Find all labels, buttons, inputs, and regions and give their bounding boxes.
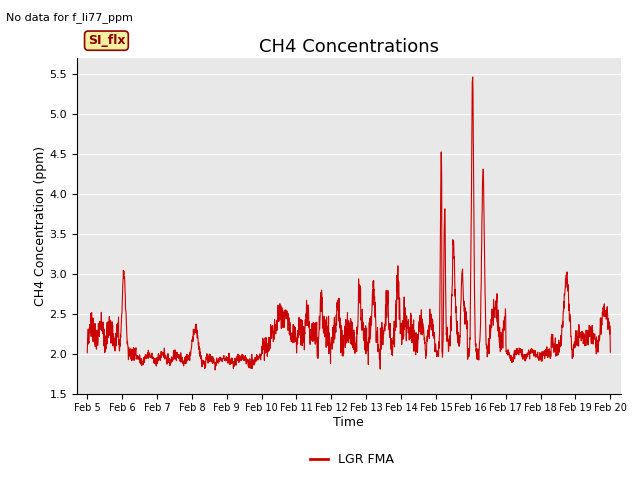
X-axis label: Time: Time [333, 416, 364, 429]
Title: CH4 Concentrations: CH4 Concentrations [259, 38, 439, 56]
Y-axis label: CH4 Concentration (ppm): CH4 Concentration (ppm) [33, 145, 47, 306]
Text: SI_flx: SI_flx [88, 34, 125, 47]
Text: No data for f_li77_ppm: No data for f_li77_ppm [6, 12, 133, 23]
Legend: LGR FMA: LGR FMA [305, 448, 399, 471]
